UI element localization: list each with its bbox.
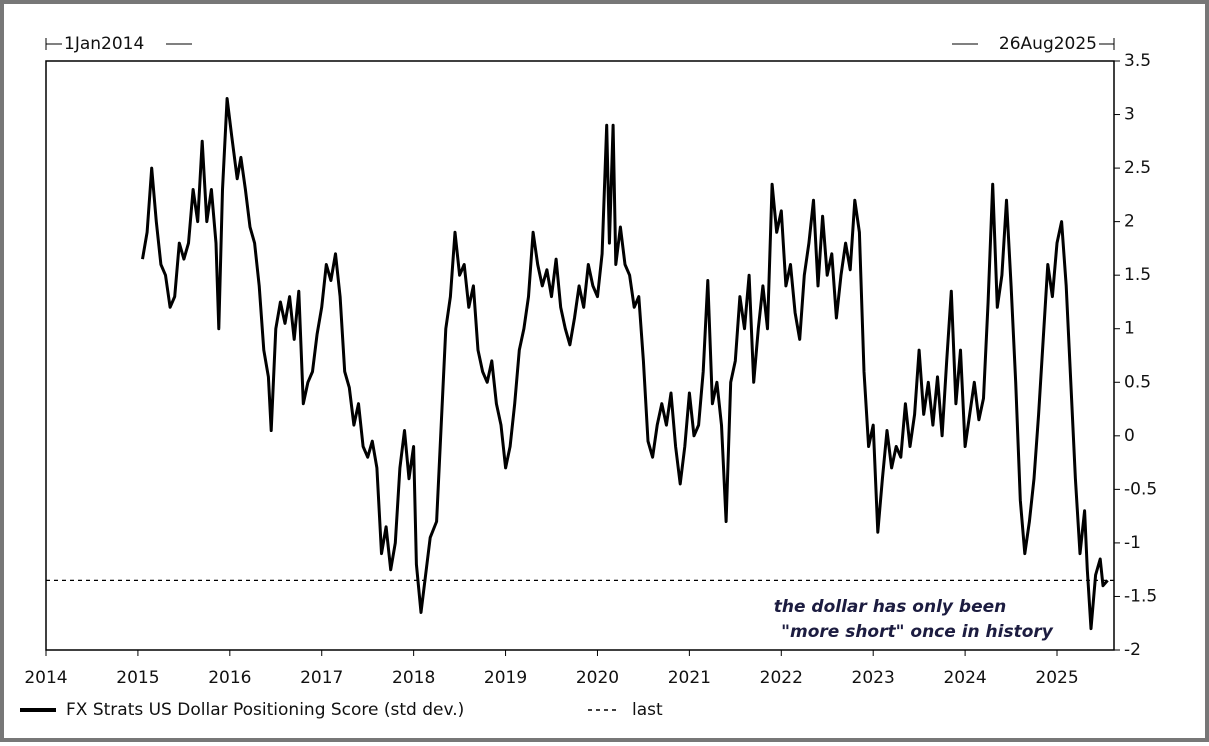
y-tick-label: 1.5 <box>1124 265 1151 285</box>
legend-label: last <box>632 700 663 720</box>
x-tick-label: 2017 <box>300 668 343 688</box>
y-tick-label: 0.5 <box>1124 372 1151 392</box>
x-tick-label: 2014 <box>24 668 67 688</box>
y-tick-label: 3.5 <box>1124 51 1151 71</box>
x-tick-label: 2019 <box>484 668 527 688</box>
x-tick-label: 2023 <box>852 668 895 688</box>
plot-area <box>45 60 1115 651</box>
x-tick-label: 2022 <box>760 668 803 688</box>
y-tick-label: -1 <box>1124 533 1141 553</box>
end-label: 26Aug2025 <box>999 34 1097 54</box>
x-tick-label: 2015 <box>116 668 159 688</box>
series-line <box>141 97 1109 631</box>
y-tick-label: 2 <box>1124 212 1135 232</box>
legend-label: FX Strats US Dollar Positioning Score (s… <box>66 700 464 720</box>
y-tick-label: 2.5 <box>1124 158 1151 178</box>
annotation: the dollar has only been <box>774 597 1007 617</box>
x-tick-label: 2025 <box>1035 668 1078 688</box>
x-tick-label: 2016 <box>208 668 251 688</box>
start-label: 1Jan2014 <box>64 34 144 54</box>
x-tick-label: 2024 <box>943 668 986 688</box>
x-tick-label: 2021 <box>668 668 711 688</box>
x-tick-label: 2018 <box>392 668 435 688</box>
y-tick-label: 0 <box>1124 426 1135 446</box>
y-tick-label: 3 <box>1124 105 1135 125</box>
annotation: "more short" once in history <box>781 622 1054 642</box>
y-tick-label: -0.5 <box>1124 479 1157 499</box>
y-tick-label: -2 <box>1124 640 1141 660</box>
y-tick-label: -1.5 <box>1124 586 1157 606</box>
x-tick-label: 2020 <box>576 668 619 688</box>
y-tick-label: 1 <box>1124 319 1135 339</box>
